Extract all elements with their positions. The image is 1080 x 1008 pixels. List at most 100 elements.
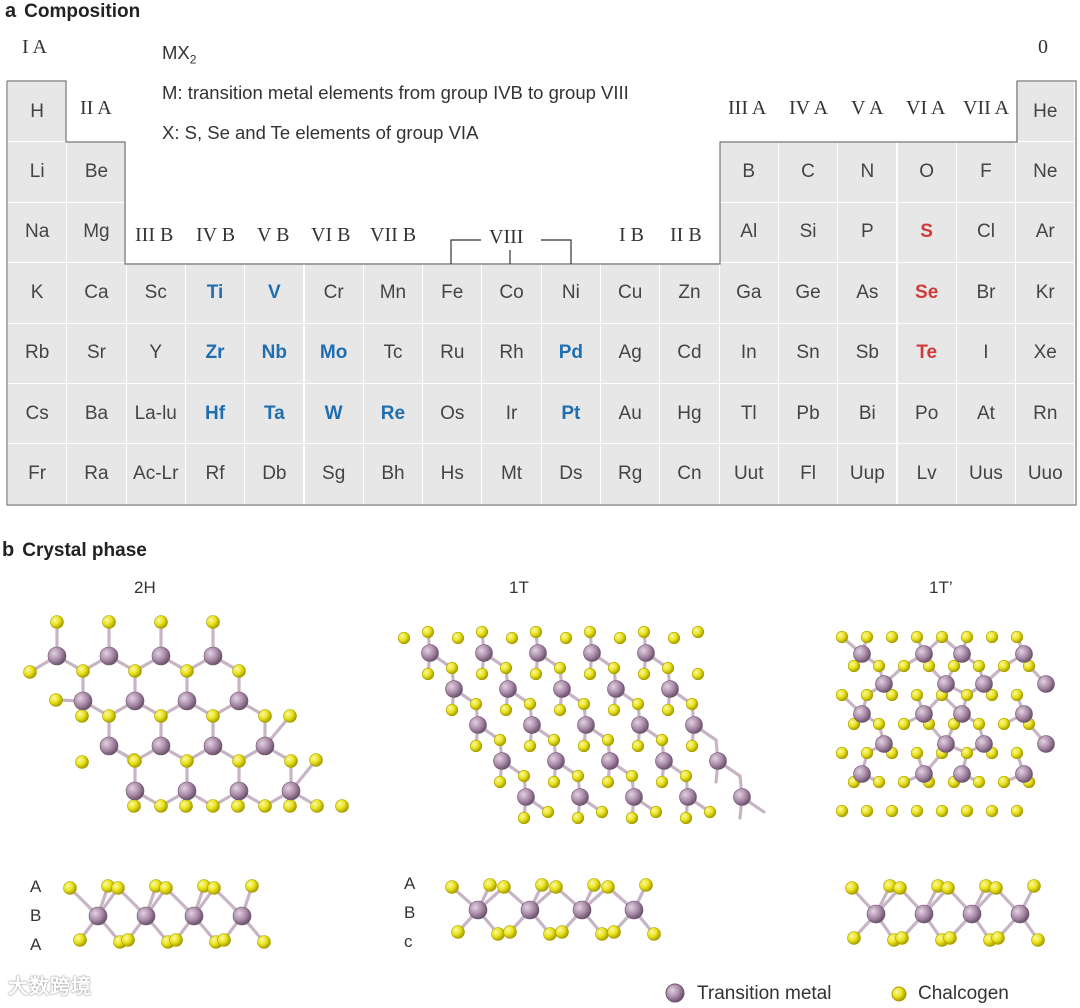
element-cell-ar: Ar bbox=[1016, 202, 1076, 264]
chalcogen-atom bbox=[154, 615, 168, 629]
chalcogen-atom bbox=[947, 659, 961, 673]
element-cell-sb: Sb bbox=[838, 323, 898, 384]
chalcogen-atom bbox=[549, 880, 563, 894]
metal-atom bbox=[177, 691, 197, 711]
metal-atom bbox=[184, 906, 204, 926]
phase-label-1t-prime: 1T’ bbox=[929, 578, 953, 597]
metal-atom bbox=[625, 788, 643, 806]
element-cell-o: O bbox=[897, 142, 957, 203]
chalcogen-atom bbox=[503, 925, 517, 939]
element-cell-li: Li bbox=[8, 142, 68, 203]
chalcogen-atom bbox=[451, 631, 465, 645]
chalcogen-atom bbox=[555, 925, 569, 939]
formula-base: MX bbox=[162, 42, 190, 63]
chalcogen-atom bbox=[421, 667, 435, 681]
chalcogen-atom bbox=[258, 709, 272, 723]
metal-atom bbox=[975, 735, 993, 753]
element-cell-ni: Ni bbox=[541, 263, 601, 324]
element-cell-ru: Ru bbox=[423, 323, 483, 384]
chalcogen-atom bbox=[493, 775, 507, 789]
metal-atom bbox=[875, 735, 893, 753]
chalcogen-atom bbox=[217, 933, 231, 947]
metal-atom bbox=[915, 645, 933, 663]
element-cell-na: Na bbox=[8, 202, 68, 264]
formula-subscript: 2 bbox=[189, 52, 197, 67]
chalcogen-atom bbox=[310, 799, 324, 813]
metal-atom bbox=[937, 675, 955, 693]
group-label-iib: II B bbox=[670, 224, 702, 246]
chalcogen-atom bbox=[972, 659, 986, 673]
chalcogen-atom bbox=[491, 927, 505, 941]
group-label-zero: 0 bbox=[1038, 36, 1048, 58]
element-cell-pd: Pd bbox=[541, 323, 601, 384]
element-cell-tc: Tc bbox=[363, 323, 424, 384]
group-label-via: VI A bbox=[906, 97, 946, 119]
metal-atom bbox=[679, 788, 697, 806]
metal-atom bbox=[661, 680, 679, 698]
element-cell-cl: Cl bbox=[956, 202, 1017, 264]
chalcogen-atom bbox=[631, 739, 645, 753]
metal-atom bbox=[547, 752, 565, 770]
element-cell-sn: Sn bbox=[778, 323, 839, 384]
chalcogen-atom bbox=[284, 754, 298, 768]
chalcogen-atom bbox=[128, 664, 142, 678]
element-cell-sr: Sr bbox=[67, 323, 127, 384]
chalcogen-atom bbox=[577, 697, 591, 711]
group-label-iia: II A bbox=[80, 97, 112, 119]
metal-atom bbox=[709, 752, 727, 770]
element-cell-al: Al bbox=[719, 202, 779, 264]
chalcogen-atom bbox=[206, 799, 220, 813]
metal-atom bbox=[520, 900, 540, 920]
element-cell-h: H bbox=[8, 82, 68, 143]
chalcogen-atom bbox=[625, 811, 639, 825]
chalcogen-atom bbox=[625, 769, 639, 783]
chalcogen-atom bbox=[63, 881, 77, 895]
metal-atom bbox=[151, 646, 171, 666]
chalcogen-atom bbox=[111, 881, 125, 895]
chalcogen-atom bbox=[991, 931, 1005, 945]
chalcogen-atom bbox=[75, 709, 89, 723]
chalcogen-atom bbox=[559, 631, 573, 645]
chalcogen-atom bbox=[985, 804, 999, 818]
metal-atom bbox=[232, 906, 252, 926]
chalcogen-atom bbox=[231, 799, 245, 813]
chalcogen-atom bbox=[535, 878, 549, 892]
chalcogen-atom bbox=[499, 703, 513, 717]
metal-atom bbox=[553, 680, 571, 698]
chalcogen-atom bbox=[847, 931, 861, 945]
metal-atom bbox=[445, 680, 463, 698]
chalcogen-atom bbox=[529, 667, 543, 681]
chalcogen-atom bbox=[499, 661, 513, 675]
metal-atom bbox=[953, 645, 971, 663]
metal-atom bbox=[685, 716, 703, 734]
element-cell-zr: Zr bbox=[185, 323, 246, 384]
element-cell-uuo: Uuo bbox=[1016, 444, 1076, 505]
group-label-ia: I A bbox=[22, 36, 47, 58]
metal-atom bbox=[517, 788, 535, 806]
chalcogen-atom bbox=[154, 709, 168, 723]
element-cell-po: Po bbox=[897, 384, 957, 445]
element-cell-ga: Ga bbox=[719, 263, 779, 324]
element-cell-fl: Fl bbox=[778, 444, 839, 505]
chalcogen-atom bbox=[517, 811, 531, 825]
element-cell-ge: Ge bbox=[778, 263, 839, 324]
element-cell-hf: Hf bbox=[185, 384, 246, 445]
chalcogen-atom bbox=[613, 631, 627, 645]
element-cell-co: Co bbox=[482, 263, 542, 324]
metal-atom bbox=[733, 788, 751, 806]
chalcogen-atom bbox=[885, 804, 899, 818]
element-cell-k: K bbox=[8, 263, 68, 324]
element-cell-w: W bbox=[304, 384, 364, 445]
element-cell-ti: Ti bbox=[185, 263, 246, 324]
metal-atom bbox=[915, 765, 933, 783]
chalcogen-atom bbox=[985, 630, 999, 644]
group-label-viib: VII B bbox=[370, 224, 417, 246]
chalcogen-atom bbox=[860, 746, 874, 760]
chalcogen-atom bbox=[102, 615, 116, 629]
structure-2h-side-view bbox=[63, 879, 271, 949]
metal-atom bbox=[529, 644, 547, 662]
chalcogen-atom bbox=[577, 739, 591, 753]
chalcogen-atom bbox=[637, 625, 651, 639]
chalcogen-atom bbox=[835, 804, 849, 818]
metal-atom bbox=[853, 705, 871, 723]
